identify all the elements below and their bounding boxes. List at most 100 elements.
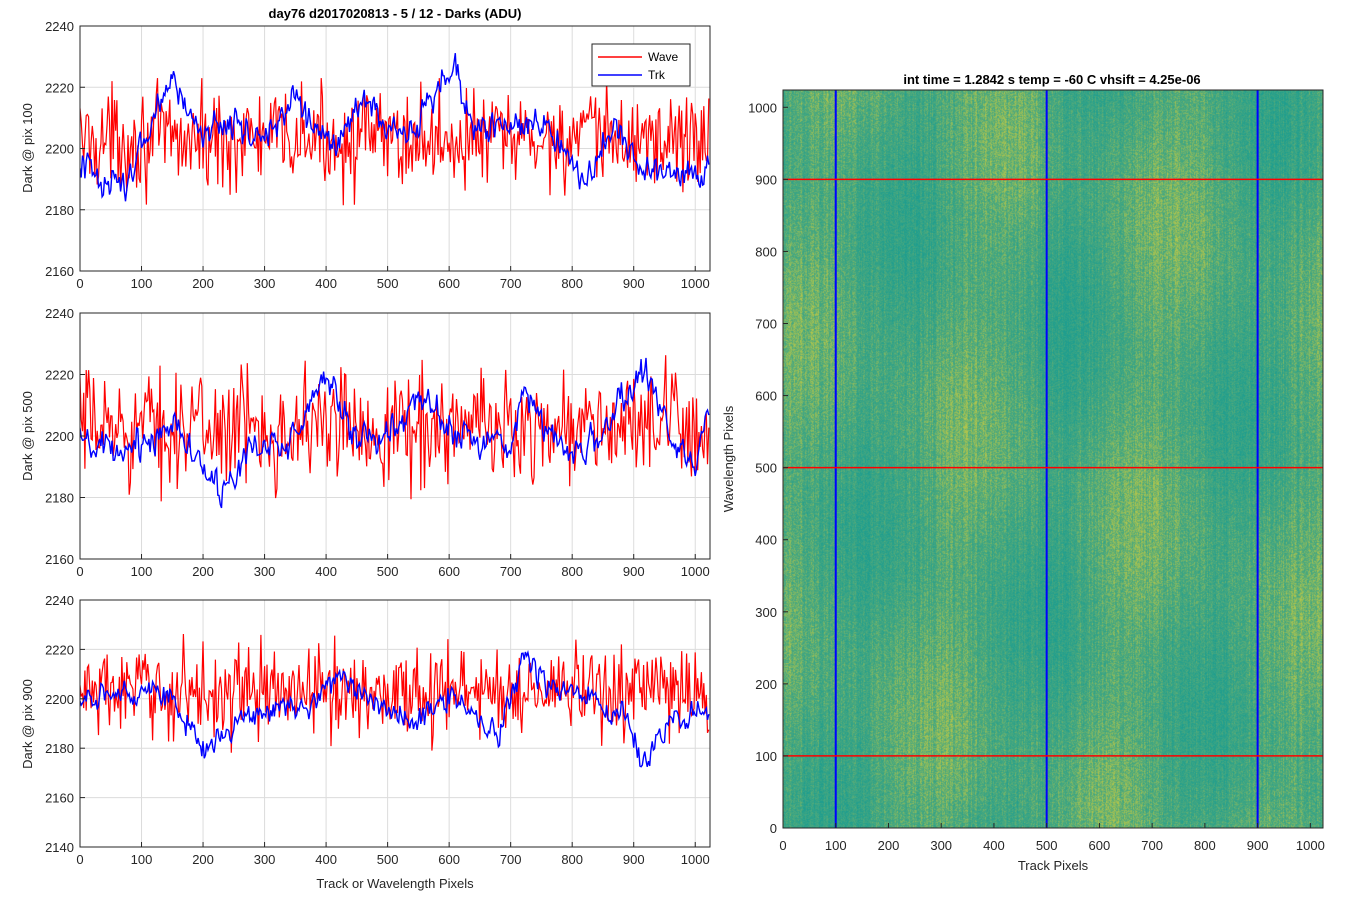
y-tick-label: 2180 (45, 203, 74, 218)
x-tick-label: 500 (377, 564, 399, 579)
x-tick-label: 200 (192, 276, 214, 291)
tick-labels: 0 100 200 300 400 500 600 700 800 900 1000 2140 2160… (45, 593, 710, 867)
x-tick-label: 100 (131, 852, 153, 867)
x-tick-label: 0 (76, 276, 83, 291)
x-tick-label: 300 (254, 852, 276, 867)
x-tick-label: 400 (315, 276, 337, 291)
x-tick-label: 400 (315, 852, 337, 867)
y-tick-label: 100 (755, 749, 777, 764)
y-tick-label: 2140 (45, 840, 74, 855)
x-tick-label: 200 (192, 852, 214, 867)
y-tick-label: 2240 (45, 19, 74, 34)
y-tick-label: 800 (755, 244, 777, 259)
y-tick-label: 600 (755, 389, 777, 404)
x-tick-label: 100 (131, 276, 153, 291)
panel-dark-pix-100: 0 100 200 300 400 500 600 700 800 900 1000 2160 2180… (20, 19, 711, 291)
x-tick-label: 800 (1194, 838, 1216, 853)
series-line-wave (80, 633, 710, 753)
x-tick-label: 600 (1089, 838, 1111, 853)
legend-box (591, 43, 691, 87)
x-tick-label: 700 (500, 276, 522, 291)
series-line-trk (80, 649, 710, 768)
y-tick-label: 2160 (45, 791, 74, 806)
y-tick-label: 2200 (45, 142, 74, 157)
grid (80, 600, 710, 847)
y-tick-label: 2200 (45, 692, 74, 707)
y-axis-label: Dark @ pix 900 (20, 679, 35, 769)
x-tick-label: 600 (438, 564, 460, 579)
y-tick-label: 2160 (45, 552, 74, 567)
x-tick-label: 900 (1247, 838, 1269, 853)
x-tick-label: 0 (779, 838, 786, 853)
x-tick-label: 600 (438, 852, 460, 867)
x-tick-label: 200 (878, 838, 900, 853)
x-tick-label: 1000 (681, 276, 710, 291)
x-tick-label: 800 (561, 564, 583, 579)
axes-box (79, 599, 711, 848)
x-tick-label: 0 (76, 852, 83, 867)
y-axis-label: Dark @ pix 100 (20, 103, 35, 193)
x-tick-label: 900 (623, 564, 645, 579)
legend: Wave Trk (591, 43, 691, 87)
y-tick-label: 400 (755, 533, 777, 548)
y-axis-label: Dark @ pix 500 (20, 391, 35, 481)
series-line-trk (80, 357, 710, 509)
y-tick-label: 500 (755, 461, 777, 476)
x-tick-label: 800 (561, 852, 583, 867)
x-tick-label: 900 (623, 852, 645, 867)
y-tick-label: 2220 (45, 80, 74, 95)
y-tick-label: 200 (755, 677, 777, 692)
heatmap-image (783, 90, 1323, 828)
x-tick-label: 700 (1141, 838, 1163, 853)
y-tick-label: 900 (755, 172, 777, 187)
y-tick-label: 1000 (748, 100, 777, 115)
panel-heatmap: int time = 1.2842 s temp = -60 C vhsift … (721, 72, 1325, 873)
x-tick-label: 100 (825, 838, 847, 853)
x-tick-label: 500 (377, 276, 399, 291)
x-tick-label: 1000 (681, 564, 710, 579)
figure-title: day76 d2017020813 - 5 / 12 - Darks (ADU) (269, 6, 522, 21)
x-tick-label: 700 (500, 564, 522, 579)
x-tick-label: 400 (983, 838, 1005, 853)
y-tick-label: 2240 (45, 306, 74, 321)
x-tick-label: 300 (254, 564, 276, 579)
axes-box (782, 89, 1324, 829)
x-tick-label: 700 (500, 852, 522, 867)
x-tick-label: 300 (930, 838, 952, 853)
y-tick-label: 2200 (45, 429, 74, 444)
x-axis-label: Track Pixels (1018, 858, 1089, 873)
y-tick-label: 2220 (45, 642, 74, 657)
y-tick-label: 2240 (45, 593, 74, 608)
heatmap-title: int time = 1.2842 s temp = -60 C vhsift … (903, 72, 1200, 87)
x-tick-label: 200 (192, 564, 214, 579)
x-tick-label: 1000 (1296, 838, 1325, 853)
x-tick-label: 500 (377, 852, 399, 867)
y-tick-label: 2180 (45, 491, 74, 506)
marker-lines (783, 90, 1323, 828)
x-tick-label: 500 (1036, 838, 1058, 853)
x-tick-label: 1000 (681, 852, 710, 867)
tick-labels: 0 100 200 300 400 500 600 700 800 900 1000 2160 2180… (45, 306, 710, 579)
y-tick-label: 2220 (45, 368, 74, 383)
y-tick-label: 2180 (45, 741, 74, 756)
y-tick-label: 300 (755, 605, 777, 620)
series-line-trk (80, 53, 710, 202)
x-tick-label: 600 (438, 276, 460, 291)
y-tick-label: 2160 (45, 264, 74, 279)
x-tick-label: 0 (76, 564, 83, 579)
x-tick-label: 900 (623, 276, 645, 291)
x-tick-label: 400 (315, 564, 337, 579)
legend-label-trk: Trk (648, 68, 666, 82)
legend-label-wave: Wave (648, 50, 679, 64)
y-axis-label: Wavelength Pixels (721, 405, 736, 512)
tick-labels: 0 100 200 300 400 500 600 700 800 900 1000 2160 2180… (45, 19, 710, 291)
panel-dark-pix-500: 0 100 200 300 400 500 600 700 800 900 1000 2160 2180… (20, 306, 711, 579)
x-tick-label: 800 (561, 276, 583, 291)
y-tick-label: 700 (755, 317, 777, 332)
tick-labels: 0 100 200 300 400 500 600 700 800 900 1000 0 100 200 3… (748, 100, 1325, 853)
panel-dark-pix-900: 0 100 200 300 400 500 600 700 800 900 1000 2140 2160… (20, 593, 711, 891)
x-axis-label: Track or Wavelength Pixels (316, 876, 474, 891)
y-tick-label: 0 (770, 821, 777, 836)
x-tick-label: 300 (254, 276, 276, 291)
